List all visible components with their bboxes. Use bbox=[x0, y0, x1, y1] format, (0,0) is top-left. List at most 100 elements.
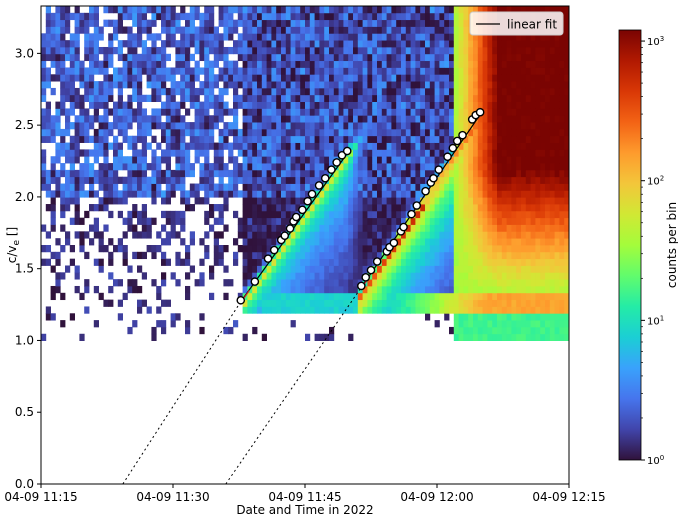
heatmap-cell bbox=[199, 149, 205, 157]
heatmap-cell bbox=[381, 94, 387, 102]
heatmap-cell bbox=[357, 74, 363, 82]
heatmap-cell bbox=[415, 279, 421, 287]
heatmap-cell bbox=[367, 238, 373, 246]
heatmap-cell bbox=[439, 272, 445, 280]
heatmap-cell bbox=[396, 169, 402, 178]
heatmap-cell bbox=[525, 251, 531, 260]
heatmap-cell bbox=[252, 272, 258, 280]
heatmap-cell bbox=[60, 74, 66, 82]
heatmap-cell bbox=[463, 53, 469, 62]
heatmap-cell bbox=[252, 197, 258, 205]
heatmap-cell bbox=[343, 292, 349, 301]
heatmap-cell bbox=[329, 183, 335, 191]
heatmap-cell bbox=[247, 12, 253, 21]
heatmap-cell bbox=[132, 163, 138, 171]
heatmap-cell bbox=[98, 122, 104, 130]
heatmap-cell bbox=[434, 245, 440, 253]
heatmap-cell bbox=[554, 115, 560, 123]
heatmap-cell bbox=[55, 74, 61, 82]
heatmap-cell bbox=[319, 238, 325, 246]
heatmap-cell bbox=[458, 156, 464, 164]
heatmap-cell bbox=[122, 245, 128, 253]
heatmap-cell bbox=[372, 279, 378, 287]
heatmap-cell bbox=[482, 299, 488, 307]
heatmap-cell bbox=[141, 142, 147, 150]
heatmap-cell bbox=[204, 197, 210, 205]
heatmap-cell bbox=[305, 299, 311, 307]
heatmap-cell bbox=[122, 12, 128, 21]
heatmap-cell bbox=[449, 122, 455, 130]
heatmap-cell bbox=[377, 94, 383, 102]
heatmap-cell bbox=[487, 46, 493, 55]
heatmap-cell bbox=[290, 74, 296, 82]
heatmap-cell bbox=[381, 197, 387, 205]
heatmap-cell bbox=[453, 306, 459, 314]
heatmap-cell bbox=[501, 210, 507, 219]
heatmap-cell bbox=[300, 245, 306, 253]
heatmap-cell bbox=[319, 292, 325, 301]
heatmap-cell bbox=[487, 135, 493, 143]
heatmap-cell bbox=[372, 245, 378, 253]
heatmap-cell bbox=[132, 156, 138, 164]
heatmap-cell bbox=[175, 231, 181, 239]
heatmap-cell bbox=[170, 176, 176, 184]
heatmap-cell bbox=[252, 176, 258, 184]
heatmap-cell bbox=[535, 115, 541, 123]
heatmap-cell bbox=[386, 272, 392, 280]
colorbar-tick-exponent: 2 bbox=[660, 175, 664, 183]
heatmap-cell bbox=[137, 26, 143, 34]
heatmap-cell bbox=[156, 53, 162, 62]
heatmap-cell bbox=[521, 285, 527, 294]
heatmap-cell bbox=[549, 142, 555, 150]
heatmap-cell bbox=[391, 285, 397, 294]
heatmap-cell bbox=[137, 135, 143, 143]
heatmap-cell bbox=[420, 292, 426, 301]
heatmap-cell bbox=[348, 197, 354, 205]
heatmap-cell bbox=[180, 40, 186, 48]
heatmap-cell bbox=[319, 272, 325, 280]
heatmap-cell bbox=[463, 285, 469, 294]
heatmap-cell bbox=[252, 19, 258, 27]
heatmap-cell bbox=[285, 279, 291, 287]
heatmap-cell bbox=[252, 74, 258, 82]
heatmap-cell bbox=[444, 60, 450, 68]
heatmap-cell bbox=[333, 94, 339, 102]
heatmap-cell bbox=[429, 149, 435, 157]
heatmap-cell bbox=[276, 60, 282, 68]
heatmap-cell bbox=[549, 313, 555, 321]
heatmap-cell bbox=[117, 108, 123, 116]
heatmap-cell bbox=[449, 40, 455, 48]
heatmap-cell bbox=[233, 190, 239, 198]
heatmap-cell bbox=[314, 101, 320, 109]
heatmap-cell bbox=[492, 190, 498, 198]
heatmap-cell bbox=[372, 176, 378, 184]
heatmap-cell bbox=[132, 19, 138, 27]
heatmap-cell bbox=[521, 128, 527, 137]
heatmap-cell bbox=[137, 128, 143, 137]
heatmap-cell bbox=[521, 60, 527, 68]
heatmap-cell bbox=[84, 128, 90, 137]
heatmap-cell bbox=[386, 204, 392, 212]
heatmap-cell bbox=[506, 53, 512, 62]
heatmap-cell bbox=[271, 183, 277, 191]
heatmap-cell bbox=[127, 210, 133, 219]
heatmap-cell bbox=[487, 231, 493, 239]
heatmap-cell bbox=[444, 176, 450, 184]
heatmap-cell bbox=[290, 53, 296, 62]
heatmap-cell bbox=[463, 197, 469, 205]
heatmap-cell bbox=[381, 204, 387, 212]
heatmap-cell bbox=[405, 6, 411, 14]
heatmap-cell bbox=[535, 156, 541, 164]
heatmap-cell bbox=[535, 238, 541, 246]
heatmap-cell bbox=[122, 101, 128, 109]
heatmap-cell bbox=[271, 224, 277, 232]
heatmap-cell bbox=[156, 190, 162, 198]
heatmap-cell bbox=[113, 176, 119, 184]
heatmap-cell bbox=[60, 272, 66, 280]
heatmap-cell bbox=[309, 142, 315, 150]
heatmap-cell bbox=[468, 176, 474, 184]
heatmap-cell bbox=[506, 285, 512, 294]
heatmap-cell bbox=[405, 53, 411, 62]
heatmap-cell bbox=[300, 115, 306, 123]
fit-point bbox=[372, 257, 382, 266]
